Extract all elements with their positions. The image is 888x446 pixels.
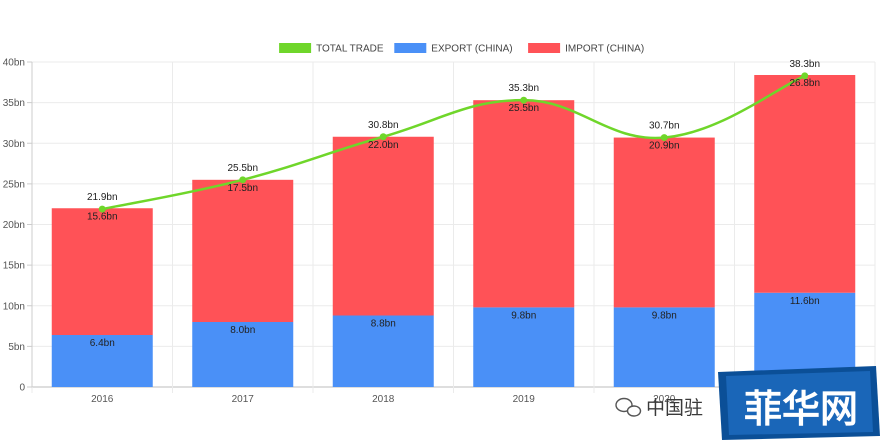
legend-swatch[interactable] (394, 43, 427, 53)
legend-label[interactable]: TOTAL TRADE (316, 44, 384, 55)
watermark: 中国驻 (615, 397, 703, 419)
total-value-label: 30.7bn (649, 121, 680, 132)
watermark-text: 中国驻 (646, 397, 703, 419)
x-tick-label: 2020 (653, 394, 676, 405)
export-value-label: 6.4bn (90, 338, 115, 349)
total-value-label: 38.3bn (789, 59, 820, 70)
import-bar (613, 137, 715, 308)
import-value-label: 26.8bn (789, 78, 820, 89)
y-tick-label: 35bn (3, 98, 25, 109)
legend[interactable]: TOTAL TRADE EXPORT (CHINA) IMPORT (CHINA) (279, 43, 644, 55)
y-tick-label: 30bn (3, 139, 25, 150)
logo-text: 菲华网 (744, 386, 858, 431)
export-bar (332, 315, 434, 387)
x-tick-label: 2017 (232, 394, 255, 405)
export-bar (613, 307, 715, 387)
import-bar (754, 75, 856, 293)
y-tick-label: 20bn (3, 220, 25, 231)
export-value-label: 8.0bn (230, 325, 255, 336)
total-trade-point (239, 176, 247, 184)
export-value-label: 9.8bn (652, 310, 677, 321)
data-labels: 6.4bn 15.6bn 8.0bn 17.5bn 8.8bn 22.0bn 9.8bn 25… (87, 59, 820, 349)
legend-label[interactable]: EXPORT (CHINA) (431, 44, 512, 55)
import-value-label: 20.9bn (649, 141, 680, 152)
bars (51, 75, 856, 387)
import-bar (473, 100, 575, 308)
total-trade-point (379, 133, 387, 141)
import-value-label: 15.6bn (87, 211, 118, 222)
export-bar (473, 307, 575, 387)
y-tick-label: 15bn (3, 261, 25, 272)
site-logo: 菲华网 (718, 366, 880, 440)
import-value-label: 25.5bn (508, 103, 539, 114)
legend-swatch[interactable] (528, 43, 561, 53)
legend-label[interactable]: IMPORT (CHINA) (565, 44, 644, 55)
wechat-icon (615, 397, 642, 417)
y-tick-label: 40bn (3, 58, 25, 69)
total-value-label: 30.8bn (368, 120, 399, 131)
import-value-label: 17.5bn (227, 183, 258, 194)
total-trade-point (801, 72, 809, 80)
total-trade-line-path (101, 74, 806, 211)
y-tick-label: 5bn (8, 342, 25, 353)
import-bar (51, 208, 153, 335)
export-value-label: 9.8bn (511, 310, 536, 321)
y-tick-label: 10bn (3, 301, 25, 312)
export-bar (192, 322, 294, 387)
export-value-label: 11.6bn (790, 296, 820, 307)
legend-swatch[interactable] (279, 43, 312, 53)
y-tick-label: 0 (19, 383, 25, 394)
grid-lines (31, 61, 876, 393)
import-bar (192, 179, 294, 322)
x-tick-label: 2019 (513, 394, 536, 405)
total-trade-line (98, 72, 809, 213)
import-value-label: 22.0bn (368, 140, 399, 151)
total-value-label: 21.9bn (87, 192, 118, 203)
total-trade-point (660, 134, 668, 142)
total-trade-point (98, 205, 106, 213)
y-tick-label: 25bn (3, 179, 25, 190)
x-tick-label: 2016 (91, 394, 114, 405)
total-value-label: 35.3bn (508, 83, 539, 94)
export-value-label: 8.8bn (371, 319, 396, 330)
x-tick-label: 2018 (372, 394, 395, 405)
total-value-label: 25.5bn (227, 163, 258, 174)
export-bar (51, 335, 153, 387)
import-bar (332, 136, 434, 316)
total-trade-point (520, 96, 528, 104)
